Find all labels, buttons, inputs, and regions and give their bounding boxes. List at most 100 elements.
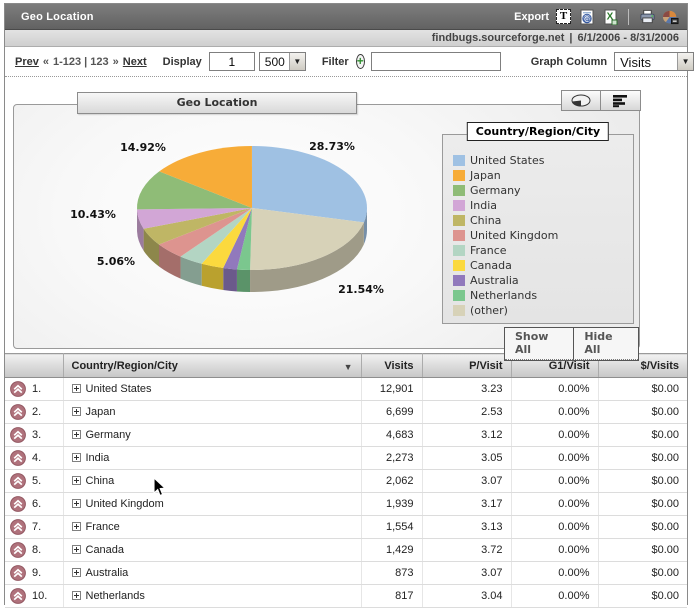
country-name[interactable]: France — [86, 521, 120, 533]
dollar-visits-value: $0.00 — [598, 585, 687, 608]
chart-zone: Geo Location 28.73%2 — [5, 77, 687, 353]
legend-item[interactable]: (other) — [453, 303, 558, 318]
rank-number: 10. — [32, 590, 47, 602]
legend-item[interactable]: Australia — [453, 273, 558, 288]
page-size-dropdown-arrow[interactable]: ▼ — [289, 53, 305, 70]
legend-item[interactable]: China — [453, 213, 558, 228]
graph-minimize-icon[interactable] — [662, 8, 679, 25]
doc-export-icon[interactable]: @ — [578, 8, 595, 25]
legend-item[interactable]: Netherlands — [453, 288, 558, 303]
hide-all-button[interactable]: Hide All — [573, 328, 638, 360]
excel-export-icon[interactable]: X — [601, 8, 618, 25]
pie-percent-label: 14.92% — [120, 141, 166, 154]
show-all-button[interactable]: Show All — [505, 328, 573, 360]
legend-swatch-icon — [453, 245, 465, 256]
legend-item[interactable]: United Kingdom — [453, 228, 558, 243]
p-visit-value: 3.72 — [422, 539, 511, 562]
g1-visit-value: 0.00% — [511, 378, 598, 401]
jump-to-top-icon[interactable] — [10, 473, 26, 489]
jump-to-top-icon[interactable] — [10, 542, 26, 558]
pie-slice-side — [237, 269, 250, 292]
p-visit-value: 3.13 — [422, 516, 511, 539]
rank-number: 3. — [32, 429, 41, 441]
pie-slice-side — [202, 264, 224, 290]
expand-row-icon[interactable] — [72, 430, 81, 439]
legend-swatch-icon — [453, 275, 465, 286]
legend-swatch-icon — [453, 230, 465, 241]
svg-text:@: @ — [583, 14, 591, 23]
expand-row-icon[interactable] — [72, 568, 81, 577]
tab-text-export-icon[interactable]: T — [555, 8, 572, 25]
page-size-value: 500 — [260, 53, 289, 70]
expand-row-icon[interactable] — [72, 522, 81, 531]
graph-column-dropdown-arrow[interactable]: ▼ — [677, 53, 693, 70]
legend-swatch-icon — [453, 290, 465, 301]
prev-chevrons[interactable]: « — [43, 56, 49, 68]
pie-percent-label: 5.06% — [97, 255, 135, 268]
jump-to-top-icon[interactable] — [10, 496, 26, 512]
expand-row-icon[interactable] — [72, 476, 81, 485]
next-link[interactable]: Next — [123, 56, 147, 68]
page-size-select[interactable]: 500 ▼ — [259, 52, 306, 71]
legend-swatch-icon — [453, 155, 465, 166]
jump-to-top-icon[interactable] — [10, 381, 26, 397]
country-name[interactable]: China — [86, 475, 115, 487]
country-name[interactable]: Canada — [86, 544, 125, 556]
header-p-visit[interactable]: P/Visit — [422, 354, 511, 378]
rank-number: 6. — [32, 498, 41, 510]
country-name[interactable]: Japan — [86, 406, 116, 418]
expand-row-icon[interactable] — [72, 545, 81, 554]
jump-to-top-icon[interactable] — [10, 404, 26, 420]
g1-visit-value: 0.00% — [511, 447, 598, 470]
prev-link[interactable]: Prev — [15, 56, 39, 68]
country-name[interactable]: Australia — [86, 567, 129, 579]
legend-item[interactable]: France — [453, 243, 558, 258]
jump-to-top-icon[interactable] — [10, 450, 26, 466]
legend-label: Canada — [470, 259, 512, 272]
country-name[interactable]: Germany — [86, 429, 131, 441]
expand-row-icon[interactable] — [72, 384, 81, 393]
dollar-visits-value: $0.00 — [598, 516, 687, 539]
country-name[interactable]: Netherlands — [86, 590, 145, 602]
dollar-visits-value: $0.00 — [598, 493, 687, 516]
dollar-visits-value: $0.00 — [598, 378, 687, 401]
svg-text:X: X — [606, 11, 613, 22]
print-icon[interactable] — [639, 8, 656, 25]
legend-item[interactable]: Canada — [453, 258, 558, 273]
graph-column-select[interactable]: Visits ▼ — [614, 52, 694, 71]
next-chevrons[interactable]: » — [113, 56, 119, 68]
graph-column-value: Visits — [615, 53, 677, 70]
jump-to-top-icon[interactable] — [10, 565, 26, 581]
header-visits[interactable]: Visits — [361, 354, 422, 378]
display-start-input[interactable] — [209, 52, 255, 71]
legend-item[interactable]: India — [453, 198, 558, 213]
sort-descending-icon[interactable]: ▼ — [344, 362, 353, 372]
expand-row-icon[interactable] — [72, 453, 81, 462]
g1-visit-value: 0.00% — [511, 424, 598, 447]
legend-swatch-icon — [453, 215, 465, 226]
expand-row-icon[interactable] — [72, 407, 81, 416]
country-name[interactable]: United Kingdom — [86, 498, 164, 510]
jump-to-top-icon[interactable] — [10, 519, 26, 535]
country-name[interactable]: India — [86, 452, 110, 464]
rank-number: 1. — [32, 383, 41, 395]
expand-row-icon[interactable] — [72, 499, 81, 508]
dollar-visits-value: $0.00 — [598, 401, 687, 424]
jump-to-top-icon[interactable] — [10, 427, 26, 443]
country-name[interactable]: United States — [86, 383, 152, 395]
add-filter-icon[interactable]: + — [356, 54, 365, 69]
date-range: 6/1/2006 - 8/31/2006 — [577, 32, 679, 44]
title-bar: Geo Location Export T @ X — [5, 4, 687, 30]
legend-item[interactable]: Germany — [453, 183, 558, 198]
filter-input[interactable] — [371, 52, 501, 71]
rank-number: 2. — [32, 406, 41, 418]
header-country[interactable]: Country/Region/City ▼ — [63, 354, 361, 378]
legend-item[interactable]: United States — [453, 153, 558, 168]
legend-item[interactable]: Japan — [453, 168, 558, 183]
expand-row-icon[interactable] — [72, 591, 81, 600]
info-bar: findbugs.sourceforge.net | 6/1/2006 - 8/… — [5, 30, 687, 47]
jump-to-top-icon[interactable] — [10, 588, 26, 604]
